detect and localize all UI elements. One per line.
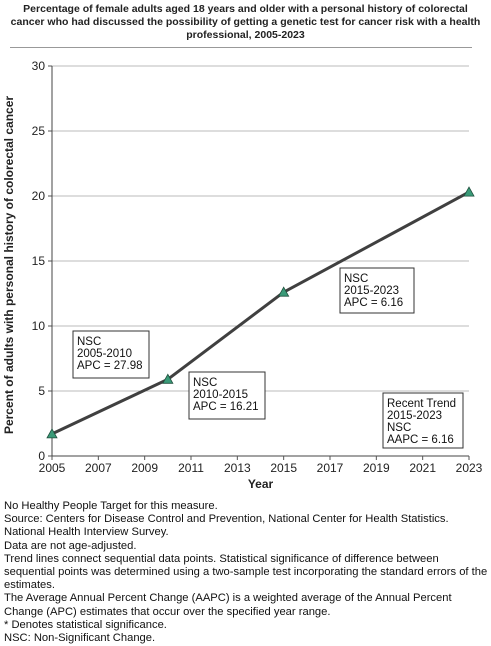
y-tick-label: 10 [32, 319, 46, 333]
x-tick-label: 2005 [39, 461, 66, 475]
y-tick-label: 25 [32, 124, 46, 138]
annotation-box [72, 330, 150, 379]
annotation-text: 2015-2023 [344, 285, 399, 297]
x-tick-label: 2021 [409, 461, 436, 475]
annotation-box [382, 392, 464, 449]
annotation-box [188, 371, 266, 420]
y-tick-label: 5 [38, 384, 45, 398]
annotation-text: 2010-2015 [193, 389, 248, 401]
annotation-text: Recent Trend [387, 398, 456, 410]
y-axis-label: Percent of adults with personal history … [2, 96, 16, 434]
annotation-text: NSC [193, 377, 217, 389]
annotation-text: 2015-2023 [387, 410, 442, 422]
y-tick-label: 30 [32, 59, 46, 73]
x-tick-label: 2011 [178, 461, 204, 475]
note-significance: * Denotes statistical significance. [4, 618, 167, 631]
x-tick-label: 2017 [317, 461, 344, 475]
annotation-text: NSC [77, 336, 101, 348]
y-tick-label: 0 [38, 449, 45, 463]
annotation-text: APC = 16.21 [193, 401, 259, 413]
x-tick-label: 2009 [131, 461, 158, 475]
x-tick-label: 2023 [456, 461, 483, 475]
data-point [463, 186, 475, 197]
annotation-text: 2005-2010 [77, 348, 132, 360]
x-tick-label: 2013 [224, 461, 251, 475]
line-chart: 0 5 10 15 20 25 30 2005 2007 2009 2011 2013 2015 2017… [2, 59, 483, 491]
x-tick-label: 2015 [270, 461, 297, 475]
note-trend-lines: Trend lines connect sequential data poin… [4, 552, 488, 592]
data-point [46, 428, 58, 439]
y-tick-label: 15 [32, 254, 46, 268]
x-tick-label: 2007 [85, 461, 112, 475]
data-point [277, 286, 290, 297]
annotation-text: AAPC = 6.16 [387, 434, 454, 446]
annotation-box [339, 267, 415, 314]
annotation-text: NSC [387, 422, 411, 434]
data-point [162, 373, 174, 384]
note-source: Source: Centers for Disease Control and … [4, 513, 449, 539]
note-age-adjustment: Data are not age-adjusted. [4, 539, 137, 552]
annotation-text: APC = 6.16 [344, 297, 403, 309]
trend-line [51, 190, 470, 436]
note-aapc: The Average Annual Percent Change (AAPC)… [4, 592, 452, 618]
x-axis-label: Year [248, 477, 274, 491]
note-nsc: NSC: Non-Significant Change. [4, 632, 156, 645]
y-tick-label: 20 [32, 189, 46, 203]
chart-title: Percentage of female adults aged 18 year… [10, 3, 481, 41]
footnotes: No Healthy People Target for this measur… [4, 500, 488, 645]
annotation-text: APC = 27.98 [77, 360, 143, 372]
annotation-text: NSC [344, 273, 368, 285]
note-target: No Healthy People Target for this measur… [4, 500, 218, 512]
title-divider [10, 47, 472, 48]
x-tick-label: 2019 [363, 461, 390, 475]
